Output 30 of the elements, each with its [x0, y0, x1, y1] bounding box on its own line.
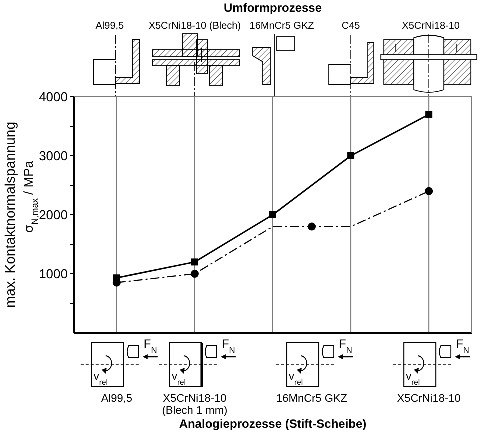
text: v$_{rel}$: [94, 371, 108, 386]
text: v$_{rel}$: [172, 371, 186, 386]
point: [190, 270, 199, 278]
text: F$_{N}$: [222, 337, 236, 355]
point: [426, 111, 433, 118]
text: Al99,5: [96, 21, 125, 32]
text: C45: [342, 21, 361, 32]
point: [425, 187, 434, 196]
x-tick-label: X5CrNi18-10: [397, 393, 461, 405]
text: X5CrNi18-10 (Blech): [148, 21, 242, 32]
text: 16MnCr5 GKZ: [250, 21, 314, 32]
point: [270, 212, 276, 218]
y-tick-label: 2000: [39, 208, 68, 222]
text: F$_{N}$: [456, 337, 470, 355]
text: v$_{rel}$: [289, 371, 304, 386]
point: [191, 258, 198, 266]
text: F$_{N}$: [339, 337, 352, 355]
text: Umformprozesse: [224, 1, 322, 15]
text: X5CrNi18-10: [402, 21, 460, 32]
y-tick-label: 4000: [39, 90, 68, 104]
x-tick-label: 16MnCr5 GKZ: [276, 393, 348, 405]
x-tick-label: X5CrNi18-10 (Blech 1 mm): [162, 393, 228, 417]
point: [308, 222, 316, 231]
y-tick-label: 1000: [39, 266, 68, 282]
text: v$_{rel}$: [406, 371, 420, 386]
y-tick-label: 3000: [39, 148, 68, 164]
point: [348, 152, 355, 160]
x-axis-title: Analogieprozesse (Stift-Scheibe): [179, 417, 367, 431]
text: F$_{N}$: [144, 337, 158, 355]
x-tick-label: Al99,5: [101, 393, 133, 405]
